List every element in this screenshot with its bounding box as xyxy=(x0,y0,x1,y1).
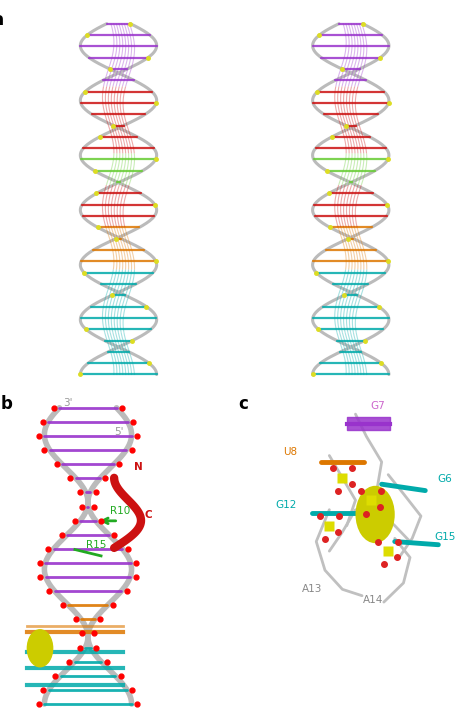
Text: G7: G7 xyxy=(370,401,385,411)
Text: 3': 3' xyxy=(64,398,73,408)
Text: C: C xyxy=(145,510,152,520)
Text: G6: G6 xyxy=(438,474,452,484)
Text: c: c xyxy=(238,395,247,413)
Circle shape xyxy=(27,630,53,667)
Text: G12: G12 xyxy=(275,500,296,510)
Text: 5': 5' xyxy=(114,427,123,437)
Text: a: a xyxy=(0,11,3,29)
Circle shape xyxy=(356,486,395,543)
Text: U8: U8 xyxy=(283,447,297,458)
Text: N: N xyxy=(134,462,143,472)
Text: R10: R10 xyxy=(110,507,130,516)
Text: G15: G15 xyxy=(434,531,456,542)
Text: b: b xyxy=(1,395,13,413)
Text: A14: A14 xyxy=(363,595,383,605)
Text: A13: A13 xyxy=(302,584,322,594)
Text: R15: R15 xyxy=(86,540,106,550)
